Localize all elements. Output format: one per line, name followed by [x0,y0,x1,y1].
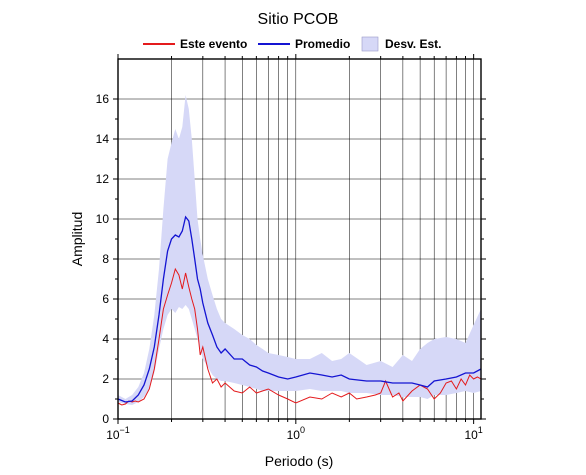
plot-frame [117,58,482,420]
y-tick-label: 6 [102,292,109,306]
y-tick-label: 8 [102,252,109,266]
legend-label-desv-est: Desv. Est. [385,37,441,51]
x-axis-label: Periodo (s) [265,453,333,469]
y-tick-label: 14 [96,132,110,146]
y-tick-label: 16 [96,92,110,106]
chart-title: Sitio PCOB [258,11,339,28]
x-tick-label: 10−1 [106,425,130,442]
legend: Este evento Promedio Desv. Est. [143,36,441,52]
series-line-este-evento [117,267,482,406]
x-tick-label: 100 [287,425,305,442]
y-tick-label: 0 [102,412,109,426]
y-axis-label: Amplitud [69,212,85,266]
x-tick-label: 101 [464,425,482,442]
legend-label-este-evento: Este evento [180,37,247,51]
y-tick-label: 12 [96,172,110,186]
y-tick-label: 2 [102,372,109,386]
legend-swatch-desv-est [361,36,379,52]
y-tick-label: 4 [102,332,109,346]
series-line-promedio [117,215,482,403]
legend-label-promedio: Promedio [295,37,350,51]
y-tick-label: 10 [96,212,110,226]
std-dev-band [118,95,481,405]
